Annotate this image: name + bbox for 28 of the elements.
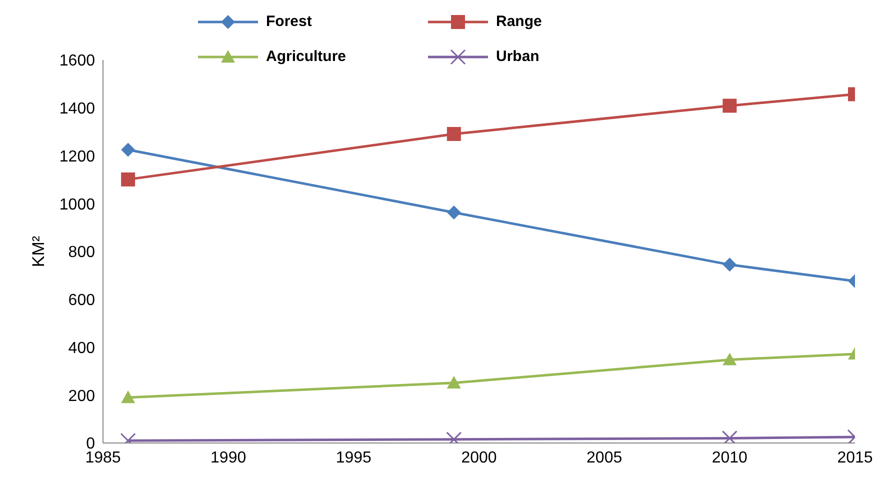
point [722,352,737,366]
legend-label: Agriculture [266,48,346,65]
y-tick-label: 800 [68,244,96,262]
y-tick-label: 1600 [59,52,96,70]
point [121,390,136,404]
legend-label: Range [496,13,542,30]
point [121,142,136,157]
legend-label: Forest [266,13,312,30]
x-tick-label: 2010 [712,449,748,466]
y-tick-label: 1200 [59,148,96,166]
y-tick-label: 200 [68,388,96,405]
y-axis-title: KM² [29,236,48,268]
x-tick-label: 2000 [461,449,497,466]
x-tick-label: 1990 [210,449,246,466]
point [722,258,737,272]
x-tick-label: 2005 [586,449,622,466]
y-tick-label: 1400 [59,100,96,118]
point [446,376,461,389]
point [446,126,461,141]
legend-label: Urban [496,48,540,65]
x-tick-label: 1995 [336,449,372,466]
point [446,205,461,220]
point [121,172,136,186]
point [722,98,737,113]
y-tick-label: 600 [68,292,96,310]
y-tick-label: 1000 [59,196,96,214]
y-tick-label: 400 [68,340,96,357]
x-tick-label: 2015 [837,449,873,466]
